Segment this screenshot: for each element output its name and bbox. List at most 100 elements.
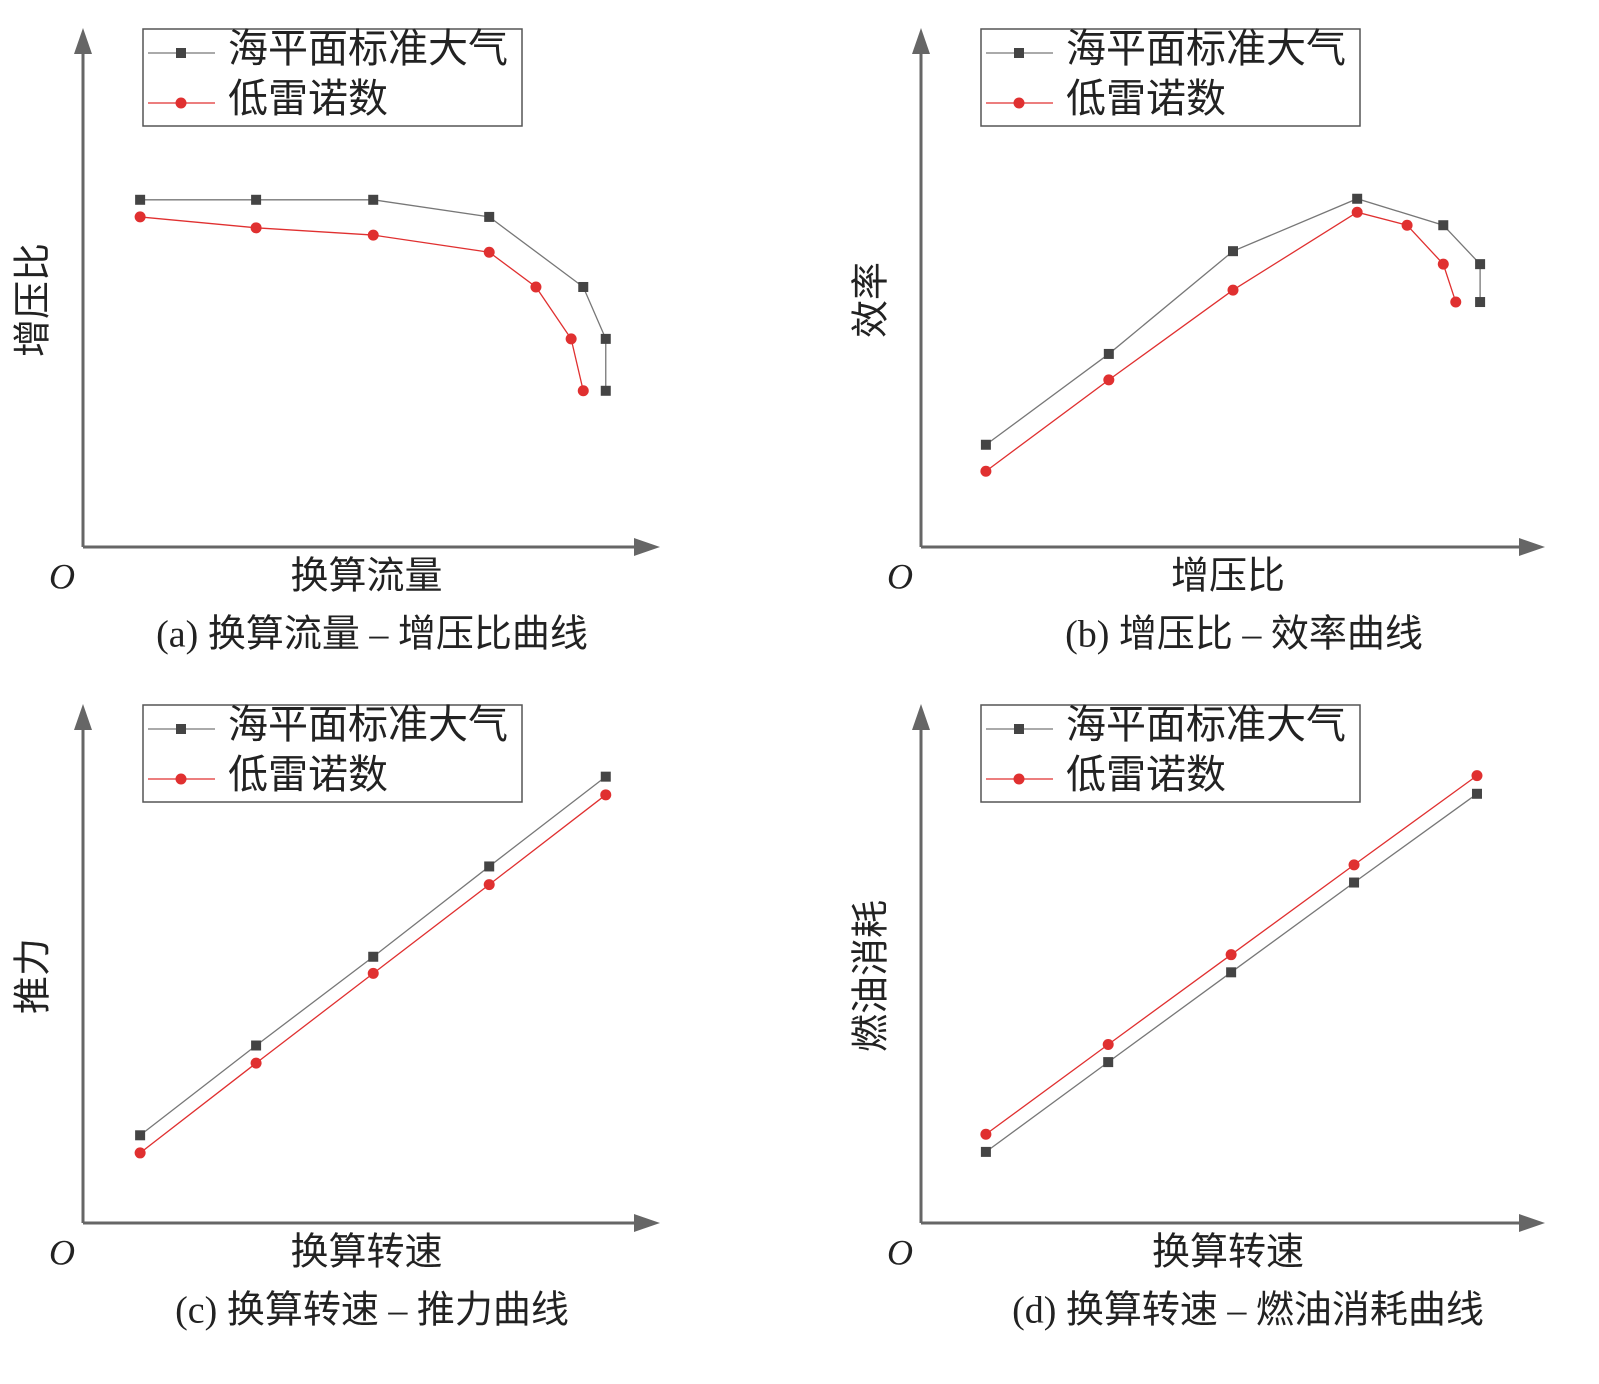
x-axis-label: 换算转速 [1152,1232,1304,1274]
marker [1471,770,1483,782]
y-axis-arrow [74,28,92,54]
marker [1438,220,1449,231]
marker [1103,1057,1114,1068]
legend-label: 低雷诺数 [1066,752,1226,797]
y-axis-arrow [912,704,930,730]
marker [578,281,589,292]
marker [577,385,589,397]
y-axis-label: 增压比 [13,243,55,357]
x-axis-arrow [1519,538,1545,556]
legend-label: 低雷诺数 [1066,76,1226,121]
marker [484,211,495,222]
legend-marker [1013,773,1025,785]
marker [1103,348,1114,359]
marker [367,229,379,241]
origin-label: O [49,556,75,596]
caption: (c) 换算转速 – 推力曲线 [175,1290,569,1332]
marker [134,211,146,223]
marker [1450,296,1462,308]
marker [1227,284,1239,296]
marker [1348,859,1360,871]
caption: (d) 换算转速 – 燃油消耗曲线 [1012,1290,1484,1332]
marker [1103,374,1115,386]
legend-label: 海平面标准大气 [1066,26,1346,71]
marker [1225,949,1237,961]
y-axis-label: 燃油消耗 [851,900,893,1052]
marker [250,1057,262,1069]
marker [135,1130,146,1141]
legend-label: 海平面标准大气 [228,702,508,747]
marker [1437,258,1449,270]
legend-marker [1013,97,1025,109]
marker [1349,877,1360,888]
marker [483,246,495,258]
legend-label: 低雷诺数 [228,752,388,797]
marker [600,771,611,782]
legend-box [980,704,1361,803]
marker [530,281,542,293]
caption: (a) 换算流量 – 增压比曲线 [156,614,588,656]
series-line [985,211,1457,472]
marker [1401,219,1413,231]
y-axis-arrow [74,704,92,730]
marker [600,385,611,396]
legend-label: 海平面标准大气 [228,26,508,71]
marker [1351,206,1363,218]
marker [600,789,612,801]
origin-label: O [887,1232,913,1272]
marker [368,194,379,205]
x-axis-arrow [1519,1214,1545,1232]
marker [251,194,262,205]
marker [483,879,495,891]
legend-label: 海平面标准大气 [1066,702,1346,747]
marker [980,1128,992,1140]
marker [1352,193,1363,204]
series-line [985,198,1481,446]
legend-marker [175,773,187,785]
legend-box [142,704,523,803]
legend-marker [1014,48,1024,58]
marker [1475,259,1486,270]
origin-label: O [887,556,913,596]
marker [980,1146,991,1157]
origin-label: O [49,1232,75,1272]
marker [980,465,992,477]
x-axis-arrow [634,538,660,556]
legend-label: 低雷诺数 [228,76,388,121]
marker [565,333,577,345]
marker [980,439,991,450]
y-axis-label: 推力 [13,938,55,1014]
series-line [140,216,584,391]
y-axis-label: 效率 [851,262,893,338]
marker [367,967,379,979]
caption: (b) 增压比 – 效率曲线 [1065,614,1423,656]
series-line [140,199,607,391]
marker [1102,1038,1114,1050]
marker [134,1147,146,1159]
marker [1471,788,1482,799]
y-axis-arrow [912,28,930,54]
marker [600,333,611,344]
legend-marker [176,48,186,58]
legend-marker [1014,724,1024,734]
legend-box [142,28,523,127]
legend-marker [176,724,186,734]
marker [368,951,379,962]
legend-marker [175,97,187,109]
x-axis-label: 换算流量 [290,556,442,598]
x-axis-label: 换算转速 [290,1232,442,1274]
legend-box [980,28,1361,127]
marker [135,194,146,205]
x-axis-arrow [634,1214,660,1232]
marker [484,861,495,872]
x-axis-label: 增压比 [1171,556,1285,598]
marker [250,222,262,234]
marker [1475,297,1486,308]
marker [1226,967,1237,978]
marker [251,1040,262,1051]
